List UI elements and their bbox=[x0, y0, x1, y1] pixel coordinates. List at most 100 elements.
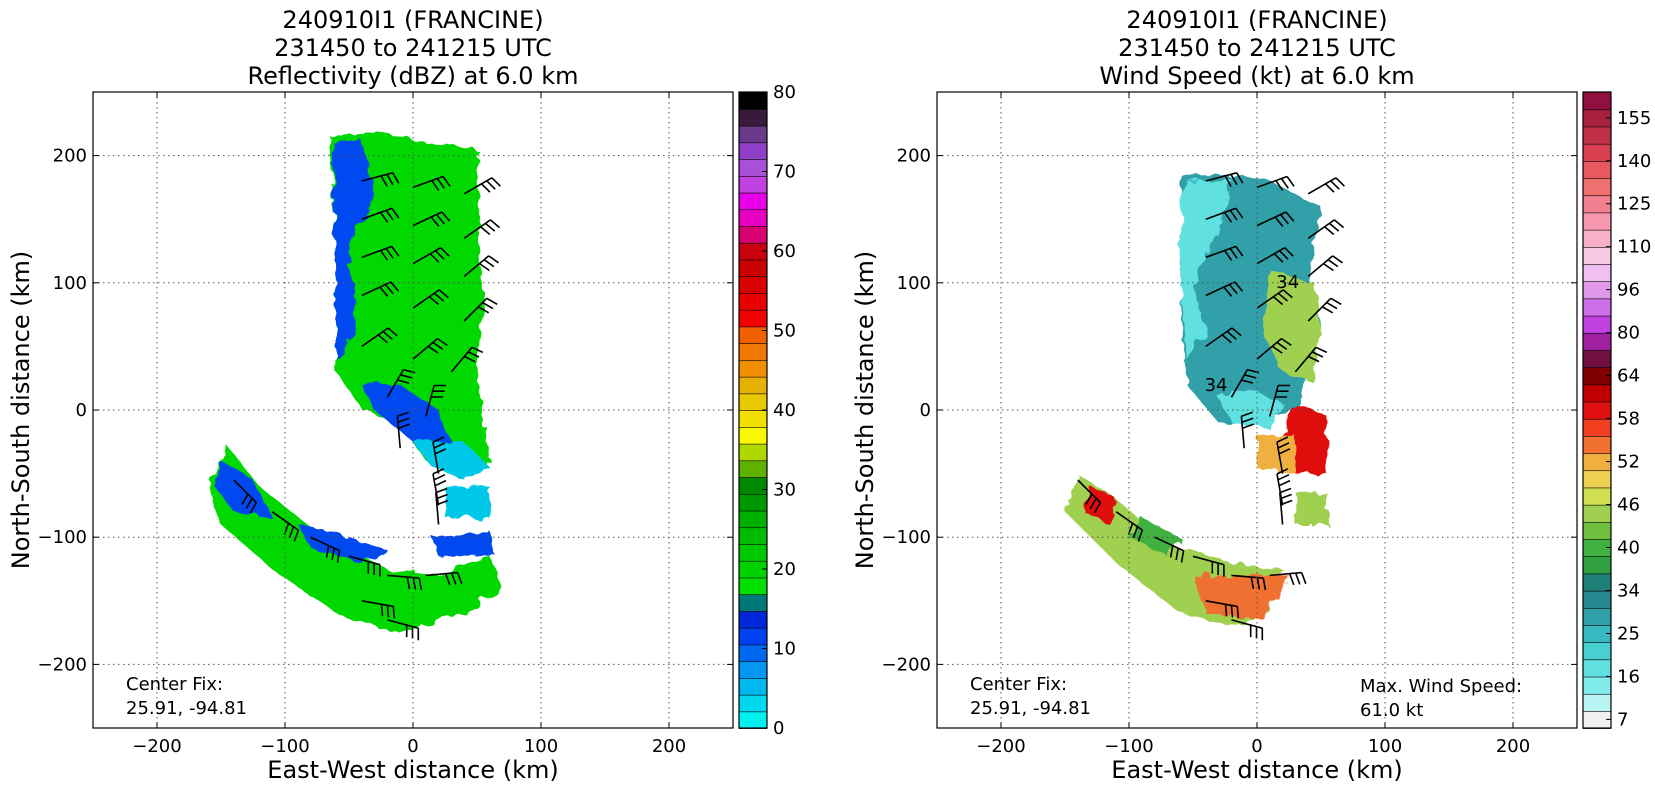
colorbar-tick-label: 80 bbox=[773, 82, 796, 103]
colorbar-swatch bbox=[738, 376, 768, 395]
wind-barb bbox=[1230, 368, 1260, 398]
wind-barb bbox=[1192, 555, 1225, 577]
colorbar-swatch bbox=[738, 175, 768, 194]
data-field bbox=[1065, 174, 1328, 627]
wind-barb bbox=[1307, 297, 1342, 322]
chart-title-line: 231450 to 241215 UTC bbox=[1118, 34, 1396, 62]
wind-barb bbox=[361, 245, 400, 261]
colorbar-swatch bbox=[738, 493, 768, 512]
wind-barb bbox=[1276, 436, 1291, 474]
chart-title-line: 231450 to 241215 UTC bbox=[274, 34, 552, 62]
data-region bbox=[445, 486, 490, 519]
colorbar-tick-label: 25 bbox=[1617, 623, 1640, 644]
wind-barb bbox=[1256, 175, 1295, 191]
center-fix-value: 25.91, -94.81 bbox=[970, 698, 1091, 719]
wind-barb bbox=[386, 368, 416, 398]
wind-barb bbox=[412, 247, 450, 265]
wind-barb bbox=[1077, 479, 1102, 514]
colorbar-swatch bbox=[1582, 212, 1612, 231]
colorbar: 0 10 20 30 40 50 60 70 80 bbox=[738, 82, 796, 739]
wind-barb bbox=[1269, 384, 1291, 417]
wind-barb bbox=[1205, 207, 1244, 223]
colorbar-swatch bbox=[1582, 469, 1612, 489]
x-tick-label: −200 bbox=[976, 736, 1025, 757]
wind-barbs bbox=[233, 172, 501, 641]
wind-barb bbox=[1307, 255, 1343, 278]
colorbar-swatch bbox=[738, 108, 768, 127]
colorbar-tick-label: 20 bbox=[773, 559, 796, 580]
colorbar-swatch bbox=[738, 259, 768, 278]
wind-barbs bbox=[1077, 172, 1345, 641]
wind-barb bbox=[412, 337, 448, 360]
x-axis-label: East-West distance (km) bbox=[267, 756, 558, 784]
colorbar-swatch bbox=[738, 459, 768, 478]
chart-title-line: 240910I1 (FRANCINE) bbox=[1126, 6, 1387, 34]
y-tick-label: 200 bbox=[53, 146, 87, 167]
colorbar-frame bbox=[1582, 91, 1612, 729]
y-tick-label: −100 bbox=[38, 527, 87, 548]
colorbar-swatch bbox=[1582, 676, 1612, 695]
wind-barb bbox=[1294, 346, 1328, 373]
wind-barb bbox=[1205, 172, 1244, 187]
colorbar-swatch bbox=[738, 677, 768, 696]
y-tick-label: −200 bbox=[882, 654, 931, 675]
colorbar-swatch bbox=[738, 660, 768, 679]
wind-barb bbox=[412, 289, 449, 309]
data-region bbox=[333, 140, 375, 360]
colorbar-tick-label: 125 bbox=[1617, 194, 1651, 215]
x-axis-label: East-West distance (km) bbox=[1111, 756, 1402, 784]
colorbar-swatch bbox=[738, 208, 768, 227]
colorbar-tick-label: 58 bbox=[1617, 409, 1640, 430]
data-region bbox=[1180, 178, 1232, 360]
colorbar-tick-label: 46 bbox=[1617, 495, 1640, 516]
colorbar-swatch bbox=[738, 158, 768, 177]
colorbar-swatch bbox=[738, 476, 768, 495]
colorbar-tick-label: 30 bbox=[773, 480, 796, 501]
colorbar-tick-label: 140 bbox=[1617, 151, 1651, 172]
colorbar-swatch bbox=[1582, 315, 1612, 334]
x-tick-label: −100 bbox=[260, 736, 309, 757]
wind-barb bbox=[361, 281, 400, 297]
wind-barb bbox=[1256, 211, 1295, 227]
wind-barb bbox=[450, 346, 484, 373]
y-tick-label: 200 bbox=[897, 146, 931, 167]
center-fix-value: 25.91, -94.81 bbox=[126, 698, 247, 719]
data-region bbox=[1129, 518, 1181, 557]
wind-barb bbox=[432, 468, 447, 506]
colorbar-swatch bbox=[738, 292, 768, 311]
colorbar-swatch bbox=[738, 610, 768, 629]
data-region bbox=[1263, 270, 1321, 385]
wind-barb bbox=[1256, 337, 1292, 360]
colorbar-swatch bbox=[1582, 572, 1612, 592]
colorbar-swatch bbox=[1582, 160, 1612, 179]
wind-barb bbox=[361, 600, 396, 619]
colorbar-swatch bbox=[738, 342, 768, 361]
colorbar-swatch bbox=[1582, 521, 1612, 540]
wind-barb bbox=[1240, 411, 1254, 449]
colorbar-tick-label: 70 bbox=[773, 162, 796, 183]
center-fix-label: Center Fix: bbox=[970, 674, 1067, 695]
data-region bbox=[413, 441, 490, 480]
colorbar-swatch bbox=[1582, 435, 1612, 454]
wind-barb bbox=[1256, 289, 1293, 309]
wind-barb bbox=[361, 327, 398, 348]
colorbar-swatch bbox=[738, 326, 768, 344]
wind-barb bbox=[1307, 219, 1345, 239]
colorbar-swatch bbox=[1582, 177, 1612, 197]
colorbar-swatch bbox=[1582, 297, 1612, 317]
colorbar-swatch bbox=[1582, 607, 1612, 626]
colorbar-tick-label: 80 bbox=[1617, 323, 1640, 344]
x-tick-label: 100 bbox=[1368, 736, 1402, 757]
wind-barb bbox=[348, 555, 381, 577]
colorbar-swatch bbox=[738, 426, 768, 445]
x-tick-label: −100 bbox=[1104, 736, 1153, 757]
y-tick-label: 100 bbox=[897, 273, 931, 294]
wind-barb bbox=[1256, 247, 1294, 265]
wind-barb bbox=[1269, 571, 1307, 586]
wind-barb bbox=[1205, 600, 1240, 619]
wind-barb bbox=[1154, 536, 1185, 563]
colorbar-swatch bbox=[1582, 91, 1612, 111]
colorbar-swatch bbox=[1582, 383, 1612, 403]
colorbar-swatch bbox=[738, 543, 768, 562]
chart-panel-2: 240910I1 (FRANCINE)231450 to 241215 UTCW… bbox=[851, 6, 1651, 784]
